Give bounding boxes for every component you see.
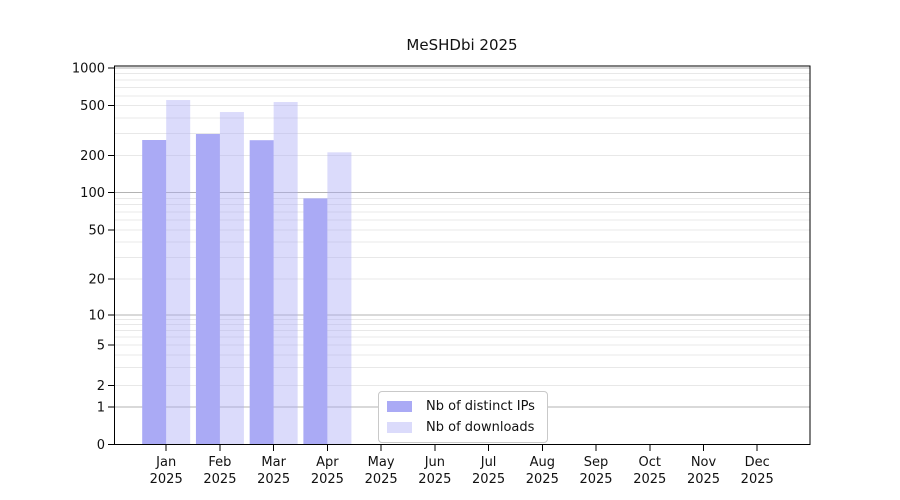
x-tick-label-month: Mar	[261, 455, 286, 470]
bar-downloads-jan	[166, 100, 191, 445]
x-tick-label-year: 2025	[526, 472, 559, 487]
x-tick-label-month: May	[368, 455, 395, 470]
x-tick-label-month: Oct	[639, 455, 661, 470]
bar-distinct-ips-mar	[249, 140, 274, 445]
x-tick-label-year: 2025	[257, 472, 290, 487]
x-tick-label-year: 2025	[365, 472, 398, 487]
bar-downloads-apr	[327, 152, 352, 445]
x-tick-label-month: Nov	[691, 455, 717, 470]
y-tick-label: 5	[97, 339, 105, 354]
legend-label-downloads: Nb of downloads	[426, 420, 535, 435]
chart-legend: Nb of distinct IPs Nb of downloads	[378, 391, 548, 443]
x-tick-label-month: Jan	[155, 455, 176, 470]
x-tick-label-month: Jul	[480, 455, 497, 470]
x-tick-label-year: 2025	[311, 472, 344, 487]
x-tick-label-month: Jun	[424, 455, 445, 470]
y-tick-label: 1	[97, 401, 105, 416]
legend-label-distinct-ips: Nb of distinct IPs	[426, 399, 535, 414]
bar-distinct-ips-jan	[142, 140, 167, 445]
x-tick-label-month: Apr	[316, 455, 339, 470]
chart-title: MeSHDbi 2025	[406, 36, 518, 54]
y-tick-label: 100	[80, 186, 105, 201]
x-tick-label-month: Sep	[584, 455, 609, 470]
legend-swatch-downloads-icon	[387, 422, 412, 433]
x-tick-label-year: 2025	[203, 472, 236, 487]
x-tick-label-year: 2025	[418, 472, 451, 487]
y-tick-label: 1000	[72, 62, 105, 77]
x-tick-label-month: Aug	[530, 455, 555, 470]
y-tick-label: 20	[88, 273, 105, 288]
x-tick-label-year: 2025	[150, 472, 183, 487]
legend-item-distinct-ips: Nb of distinct IPs	[387, 396, 535, 417]
x-tick-label-month: Feb	[208, 455, 231, 470]
legend-item-downloads: Nb of downloads	[387, 417, 535, 438]
plot-border	[114, 65, 811, 445]
x-tick-label-year: 2025	[741, 472, 774, 487]
x-tick-label-year: 2025	[633, 472, 666, 487]
x-tick-label-month: Dec	[745, 455, 770, 470]
y-tick-label: 200	[80, 149, 105, 164]
bar-distinct-ips-feb	[195, 134, 220, 445]
bar-downloads-feb	[219, 112, 244, 445]
y-tick-label: 2	[97, 379, 105, 394]
x-tick-label-year: 2025	[579, 472, 612, 487]
x-tick-label-year: 2025	[472, 472, 505, 487]
y-tick-label: 0	[97, 438, 105, 453]
y-tick-label: 50	[88, 224, 105, 239]
y-tick-label: 10	[88, 309, 105, 324]
bar-distinct-ips-apr	[303, 198, 328, 445]
y-tick-label: 500	[80, 99, 105, 114]
legend-swatch-distinct-ips-icon	[387, 401, 412, 412]
bar-downloads-mar	[273, 102, 298, 445]
x-tick-label-year: 2025	[687, 472, 720, 487]
